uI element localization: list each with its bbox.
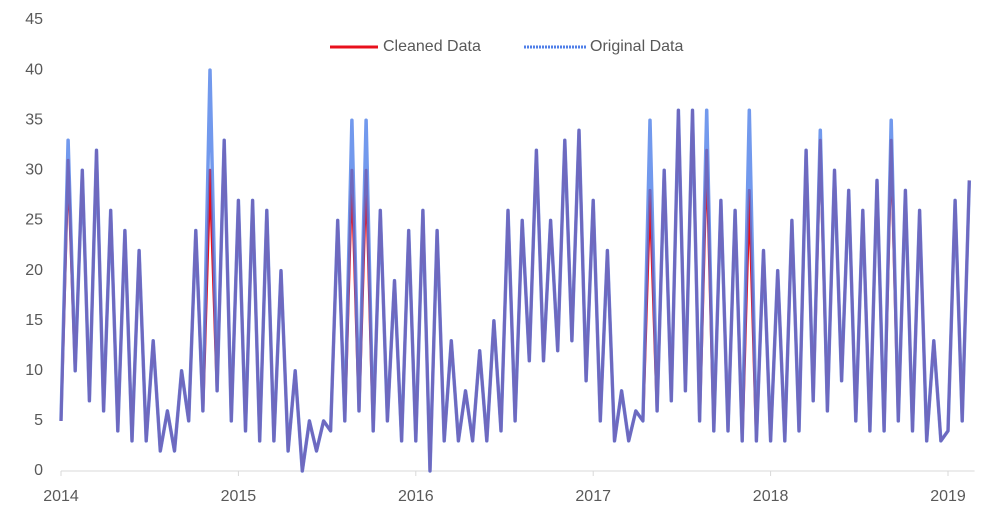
- x-tick-label: 2019: [930, 488, 966, 505]
- y-tick-label: 15: [25, 312, 43, 329]
- y-tick-label: 30: [25, 162, 43, 179]
- x-tick-label: 2016: [398, 488, 434, 505]
- legend-label: Original Data: [590, 38, 683, 55]
- y-tick-label: 45: [25, 11, 43, 28]
- y-tick-label: 40: [25, 61, 43, 78]
- y-tick-label: 0: [34, 462, 43, 479]
- y-tick-label: 10: [25, 362, 43, 379]
- x-tick-label: 2018: [753, 488, 789, 505]
- legend-label: Cleaned Data: [383, 38, 481, 55]
- x-tick-label: 2017: [575, 488, 611, 505]
- y-tick-label: 5: [34, 412, 43, 429]
- x-tick-label: 2014: [43, 488, 79, 505]
- y-tick-label: 20: [25, 262, 43, 279]
- series-line: [59, 68, 972, 473]
- x-tick-label: 2015: [221, 488, 257, 505]
- y-tick-label: 25: [25, 212, 43, 229]
- y-tick-label: 35: [25, 111, 43, 128]
